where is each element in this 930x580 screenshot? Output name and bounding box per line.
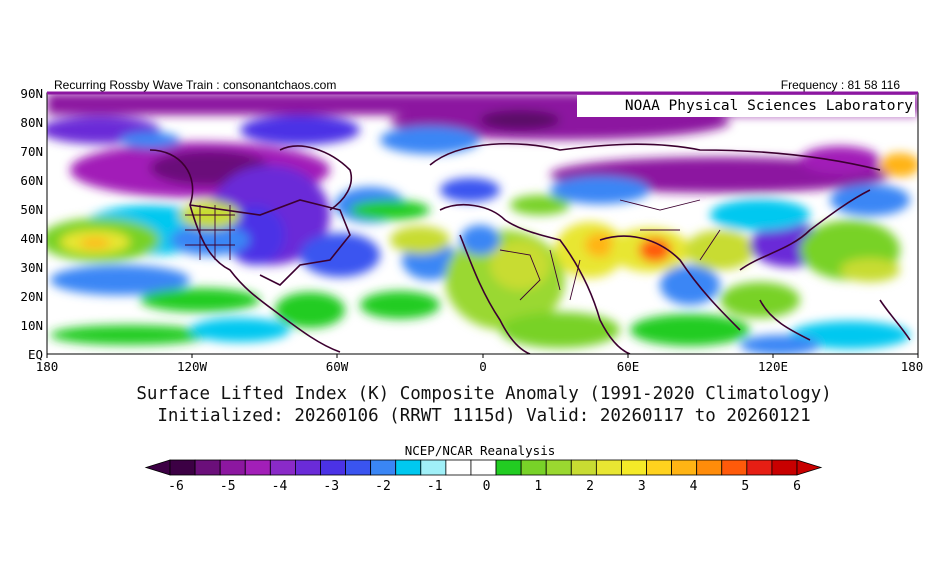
- lon-label: 180: [35, 359, 59, 374]
- colorbar-label: 1: [534, 479, 543, 494]
- colorbar-swatch: [646, 459, 673, 476]
- colorbar-swatch: [194, 459, 221, 476]
- colorbar-label: 5: [741, 479, 750, 494]
- colorbar-swatch: [169, 459, 196, 476]
- colorbar-label: 2: [586, 479, 594, 494]
- axis-ticks: [46, 354, 919, 358]
- lat-label: 10N: [20, 318, 43, 333]
- coastlines: [149, 142, 911, 354]
- colorbar-swatch: [495, 459, 522, 476]
- lon-label: 0: [479, 359, 487, 374]
- header-credit: Recurring Rossby Wave Train : consonantc…: [54, 78, 337, 92]
- map-title: Surface Lifted Index (K) Composite Anoma…: [136, 384, 832, 404]
- colorbar-label: 3: [637, 479, 646, 494]
- colorbar-swatch: [771, 459, 798, 476]
- colorbar-label: -4: [271, 479, 288, 494]
- lat-label: 70N: [20, 144, 43, 159]
- colorbar-label: 4: [689, 479, 698, 494]
- lat-label: 50N: [20, 202, 43, 217]
- colorbar-arrow-left: [144, 459, 171, 476]
- colorbar-swatch: [294, 459, 321, 476]
- colorbar-swatch: [570, 459, 597, 476]
- colorbar-label: -5: [219, 479, 236, 494]
- colorbar-swatch: [345, 459, 372, 476]
- lon-label: 60E: [616, 359, 640, 374]
- colorbar-swatch: [696, 459, 723, 476]
- colorbar-swatch: [470, 459, 497, 476]
- colorbar-swatch: [320, 459, 346, 476]
- lat-label: 30N: [20, 260, 43, 275]
- lat-label: 60N: [20, 173, 43, 188]
- colorbar-swatch: [671, 459, 698, 476]
- colorbar-swatch: [721, 459, 748, 476]
- colorbar-swatch: [219, 459, 246, 476]
- colorbar-arrow-right: [796, 459, 823, 476]
- borders: [185, 199, 721, 301]
- colorbar-swatch: [520, 459, 547, 476]
- lon-label: 120W: [176, 359, 208, 374]
- lon-label: 60W: [325, 359, 349, 374]
- colorbar-label: -1: [426, 479, 443, 494]
- colorbar-swatch: [269, 459, 296, 476]
- lon-label: 180: [900, 359, 924, 374]
- lon-label: 120E: [757, 359, 789, 374]
- colorbar-label: -2: [375, 479, 391, 494]
- colorbar-swatch: [244, 459, 271, 476]
- lat-label: 90N: [20, 86, 43, 101]
- colorbar-title: NCEP/NCAR Reanalysis: [404, 443, 556, 458]
- colorbar-swatch: [370, 459, 397, 476]
- map-subtitle: Initialized: 20260106 (RRWT 1115d) Valid…: [157, 406, 811, 426]
- colorbar-swatch: [595, 459, 622, 476]
- lat-label: EQ: [27, 347, 43, 362]
- colorbar-label: 6: [793, 479, 801, 494]
- lat-label: 80N: [20, 115, 43, 130]
- anomaly-field: [47, 93, 918, 354]
- colorbar-label: 0: [482, 479, 491, 494]
- lat-label: 20N: [20, 289, 43, 304]
- colorbar-swatch: [420, 459, 447, 476]
- header-frequency: Frequency : 81 58 116: [780, 78, 900, 92]
- org-label: NOAA Physical Sciences Laboratory: [577, 95, 915, 117]
- colorbar: [144, 459, 823, 476]
- colorbar-swatch: [445, 459, 472, 476]
- colorbar-label: -3: [323, 479, 340, 494]
- colorbar-swatch: [395, 459, 422, 476]
- colorbar-swatch: [746, 459, 773, 476]
- colorbar-swatch: [621, 459, 647, 476]
- lat-label: 40N: [20, 231, 43, 246]
- colorbar-label: -6: [168, 479, 184, 494]
- colorbar-swatch: [545, 459, 572, 476]
